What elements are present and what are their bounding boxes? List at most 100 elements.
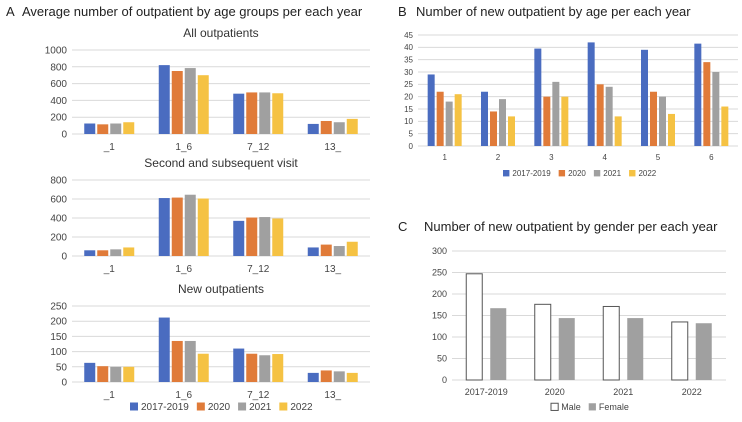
chart-c-ytick: 150 xyxy=(432,311,447,321)
chart-a1-ytick: 600 xyxy=(50,79,67,90)
chart-c-bar-male-3 xyxy=(671,321,689,381)
chart-b-bar-2021-1 xyxy=(499,99,506,146)
chart-b-bar-2017-2019-3 xyxy=(587,42,595,146)
chart-c-bar-male-1 xyxy=(534,303,552,381)
chart-a1-ytick: 400 xyxy=(50,96,67,107)
chart-a2-title: Second and subsequent visit xyxy=(144,156,298,170)
chart-a3-xtick: 7_12 xyxy=(247,390,270,401)
chart-b-bar-2017-2019-1 xyxy=(481,91,488,146)
chart-b-bar-2021-5 xyxy=(712,72,720,146)
panel-a-title: Average number of outpatient by age grou… xyxy=(22,4,363,19)
chart-c-ytick: 300 xyxy=(432,246,447,256)
chart-a1-bar-2021-3 xyxy=(333,122,345,134)
chart-a1-bar-2020-2 xyxy=(246,92,258,134)
chart-b-legend-label-0: 2017-2019 xyxy=(512,169,551,178)
chart-a3-bar-2021-2 xyxy=(259,355,271,382)
chart-a2-bar-2021-1 xyxy=(184,194,196,256)
chart-b-ytick: 10 xyxy=(404,117,413,126)
chart-a3-ytick: 250 xyxy=(50,302,67,313)
chart-b-bar-2020-4 xyxy=(650,91,657,146)
chart-a3-bar-2017-2019-0 xyxy=(84,362,96,382)
chart-b-bar-2021-2 xyxy=(552,81,560,146)
chart-a2-bar-2020-0 xyxy=(97,250,109,256)
chart-a2-bar-2022-1 xyxy=(197,198,209,256)
chart-a1-bar-2022-2 xyxy=(272,93,284,134)
chart-b-bar-2020-1 xyxy=(490,111,497,146)
chart-a1-bar-2017-2019-3 xyxy=(307,123,319,134)
chart-a2-bar-2017-2019-0 xyxy=(84,250,96,256)
panel-b-letter: B xyxy=(398,4,407,19)
chart-c-bar-female-1 xyxy=(558,318,575,380)
chart-b-bar-2022-1 xyxy=(508,116,515,146)
chart-a2-xtick: 13_ xyxy=(324,264,341,275)
chart-a3-ytick: 50 xyxy=(56,362,68,373)
chart-a3-ytick: 0 xyxy=(61,378,67,389)
chart-b-bar-2022-4 xyxy=(668,113,675,146)
chart-b-legend-swatch-0 xyxy=(503,170,510,177)
chart-c-bar-female-3 xyxy=(695,323,712,380)
chart-a1-ytick: 800 xyxy=(50,62,67,73)
panel-c-letter: C xyxy=(398,219,408,234)
chart-a2-ytick: 600 xyxy=(50,195,67,206)
chart-b-bar-2017-2019-0 xyxy=(427,74,435,146)
chart-a1-bar-2021-2 xyxy=(259,92,271,134)
chart-a3-legend-swatch-2 xyxy=(238,402,247,411)
chart-a2-bar-2022-0 xyxy=(123,247,135,256)
chart-c-ytick: 250 xyxy=(432,268,447,278)
chart-b-bar-2022-3 xyxy=(614,116,622,146)
chart-b-ytick: 45 xyxy=(404,31,413,40)
chart-a1-xtick: _1 xyxy=(103,142,116,153)
chart-a3-bar-2021-3 xyxy=(333,371,345,382)
chart-a3-bar-2020-0 xyxy=(97,366,109,382)
chart-a1-bar-2017-2019-2 xyxy=(233,93,245,134)
chart-c-ytick: 100 xyxy=(432,332,447,342)
chart-c-xtick: 2017-2019 xyxy=(465,387,508,397)
chart-a3-ytick: 200 xyxy=(50,317,67,328)
chart-b-bar-2022-5 xyxy=(721,106,729,146)
chart-c-legend-label-0: Male xyxy=(561,402,581,412)
chart-a3-xtick: 13_ xyxy=(324,390,341,401)
chart-a1-title: All outpatients xyxy=(183,26,258,40)
chart-a2-bar-2017-2019-1 xyxy=(158,198,170,256)
chart-a2-bar-2020-3 xyxy=(320,244,332,256)
panel-b-title: Number of new outpatient by age per each… xyxy=(416,4,691,19)
chart-a3-legend-swatch-1 xyxy=(196,402,205,411)
chart-b-legend-swatch-1 xyxy=(558,170,566,177)
chart-c-xtick: 2020 xyxy=(545,387,565,397)
chart-a2-ytick: 800 xyxy=(50,176,67,187)
chart-c-bar-male-2 xyxy=(602,305,620,381)
chart-a3-xtick: _1 xyxy=(103,390,116,401)
chart-c-bar-male-0 xyxy=(465,273,483,381)
chart-a1-bar-2017-2019-0 xyxy=(84,123,96,134)
chart-a2-ytick: 200 xyxy=(50,233,67,244)
chart-b-bar-2020-2 xyxy=(543,96,551,146)
chart-a3-title: New outpatients xyxy=(178,282,264,296)
chart-b-ytick: 25 xyxy=(404,80,413,89)
chart-c-bar-female-0 xyxy=(490,308,507,380)
chart-c-xtick: 2022 xyxy=(682,387,702,397)
chart-a1-bar-2022-1 xyxy=(197,75,209,134)
chart-a1-bar-2020-3 xyxy=(320,120,332,134)
chart-a1-bar-2017-2019-1 xyxy=(158,65,170,134)
chart-a1-xtick: 13_ xyxy=(324,142,341,153)
chart-a3-bar-2020-3 xyxy=(320,370,332,382)
chart-a2-xtick: _1 xyxy=(103,264,116,275)
chart-a3-legend-label-1: 2020 xyxy=(208,402,231,413)
chart-a3-legend-label-0: 2017-2019 xyxy=(141,402,189,413)
chart-a2-xtick: 7_12 xyxy=(247,264,270,275)
chart-b-xtick: 2 xyxy=(496,153,501,162)
chart-b-ytick: 35 xyxy=(404,55,413,64)
chart-b-ytick: 30 xyxy=(404,68,413,77)
chart-b-bar-2017-2019-4 xyxy=(641,49,648,146)
chart-a2-bar-2022-2 xyxy=(272,218,284,256)
chart-c-legend-label-1: Female xyxy=(599,402,629,412)
chart-a3-bar-2022-2 xyxy=(272,354,284,382)
chart-b-bar-2020-0 xyxy=(436,91,444,146)
chart-c-ytick: 0 xyxy=(442,375,447,385)
chart-a2-bar-2017-2019-3 xyxy=(307,247,319,256)
chart-a3-legend-swatch-3 xyxy=(279,402,288,411)
chart-c-legend-swatch-1 xyxy=(588,403,596,411)
chart-a2-bar-2021-2 xyxy=(259,217,271,256)
chart-a3-bar-2020-1 xyxy=(171,340,183,382)
